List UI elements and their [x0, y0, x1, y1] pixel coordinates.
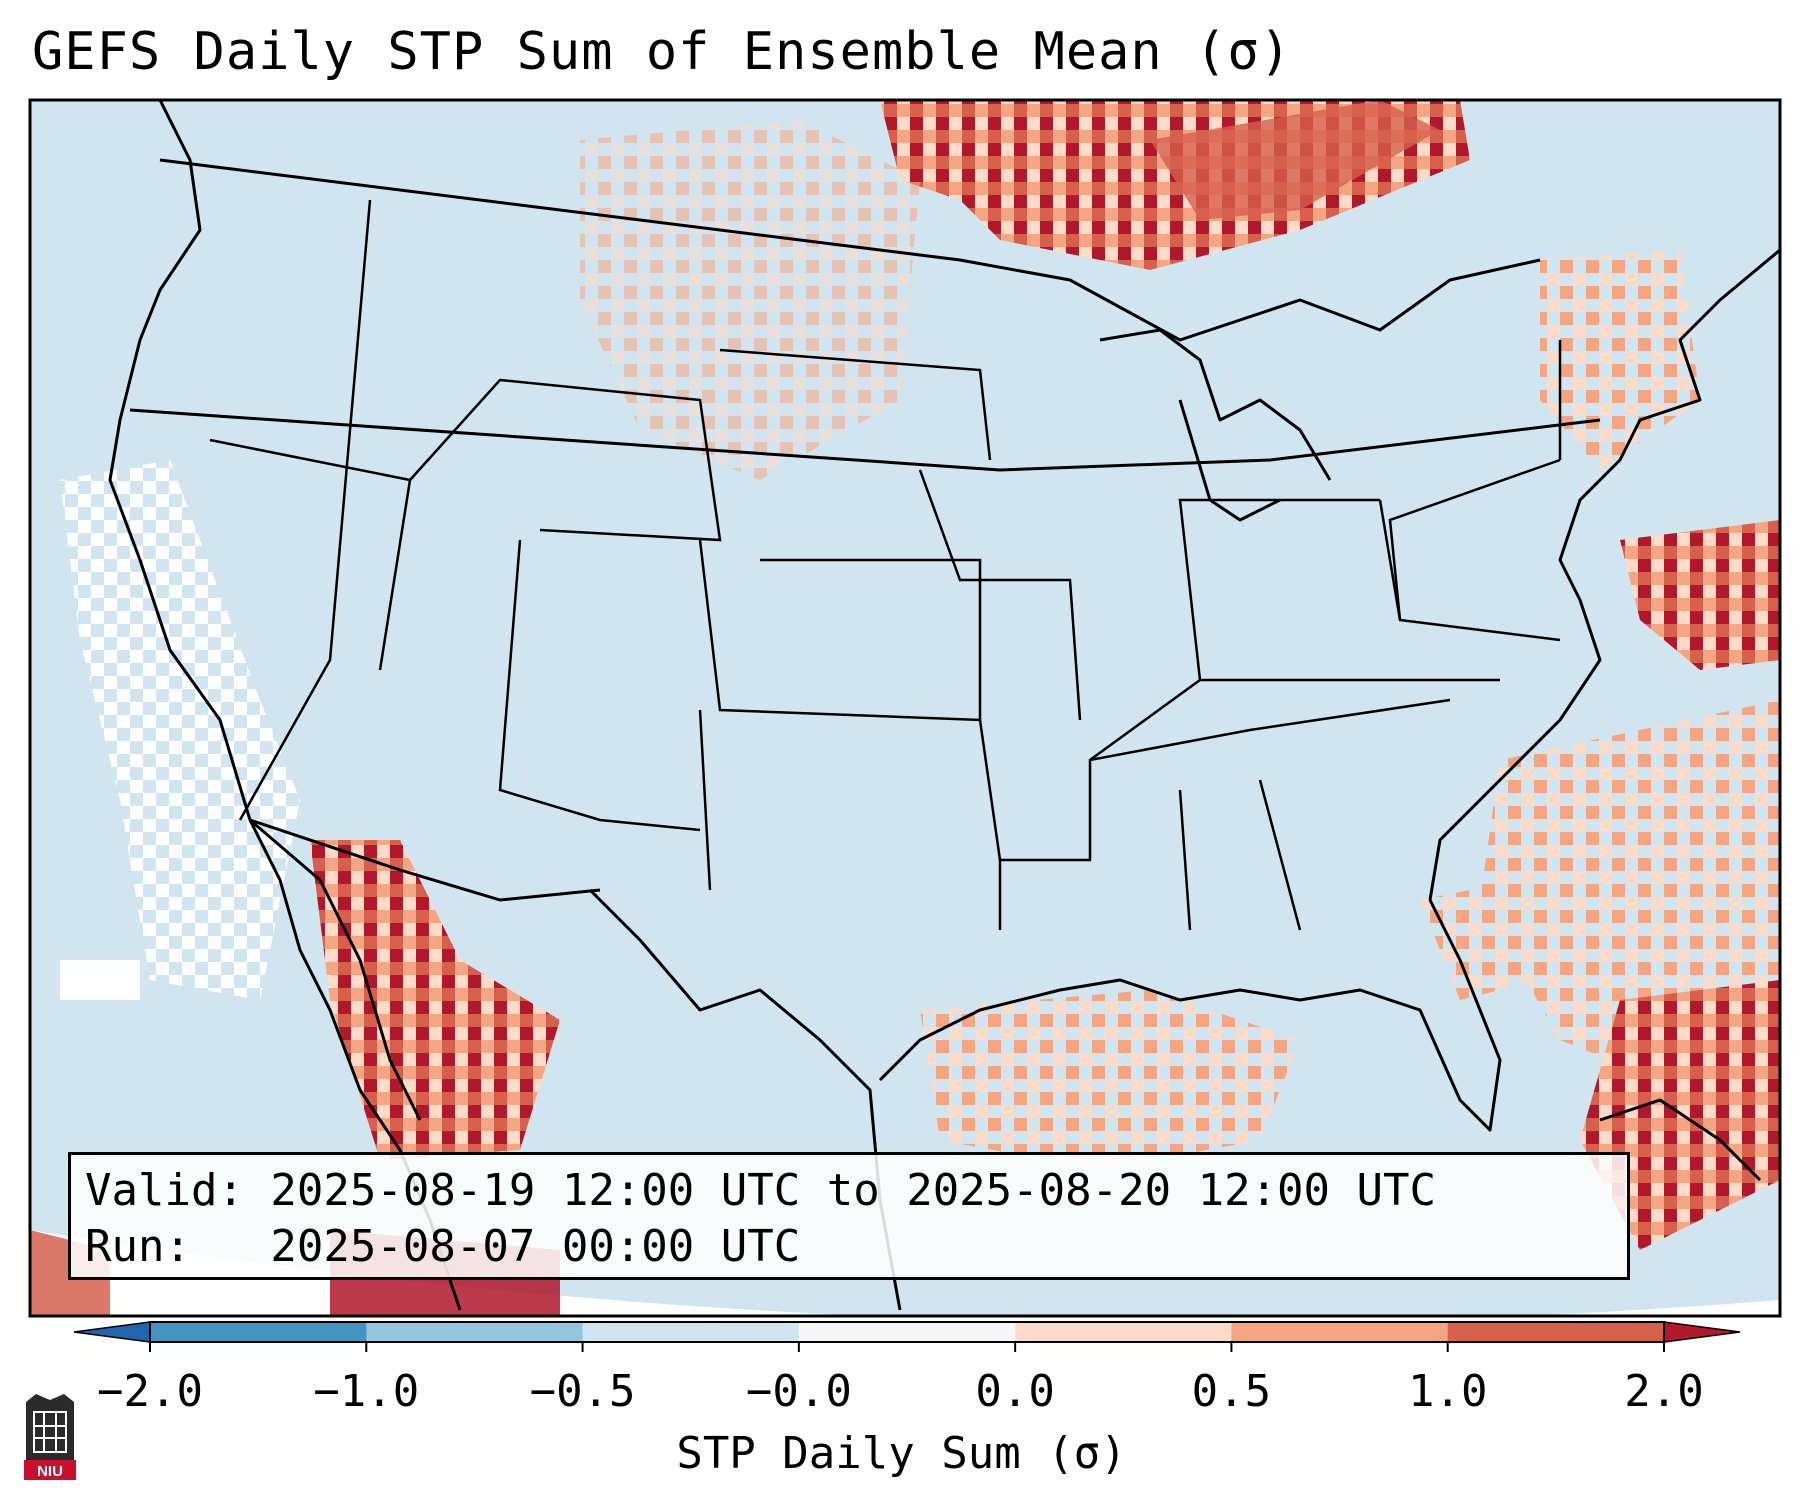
map-boundaries: [108, 100, 1780, 1311]
colorbar-tick-label: 2.0: [1624, 1366, 1704, 1417]
colorbar-bin: [1231, 1322, 1449, 1342]
colorbar-tick-label: 1.0: [1407, 1366, 1488, 1417]
colorbar-tick-label: −0.5: [529, 1366, 636, 1417]
us-mexico-border: [249, 818, 601, 902]
run-line: Run: 2025-08-07 00:00 UTC: [85, 1221, 801, 1272]
anomaly-atlantic-offshore-east: [1620, 520, 1780, 670]
gulf-of-california-coast: [249, 818, 422, 1121]
great-lakes-outline: [1099, 328, 1332, 481]
anomaly-northwest-gulf-of-mexico: [920, 990, 1300, 1170]
anomaly-florida-peninsula: [1420, 880, 1540, 1000]
colorbar-bin: [798, 1322, 1016, 1342]
chart-title: GEFS Daily STP Sum of Ensemble Mean (σ): [32, 22, 1292, 82]
cuba-outline: [1599, 1098, 1762, 1182]
anomaly-california-pacific-offshore: [60, 460, 300, 1000]
anomaly-sierra-madre-occidental: [310, 840, 560, 1160]
anomaly-northern-new-england: [1540, 250, 1700, 470]
lake-michigan: [1178, 399, 1281, 522]
anomaly-southeast-coast-atlantic: [1480, 700, 1780, 1080]
gulf-coast: [878, 899, 1502, 1132]
colorbar-tick-label: 0.5: [1191, 1366, 1272, 1417]
anomaly-northern-plains: [580, 120, 920, 480]
colorbar-overflow-triangle: [1663, 1321, 1741, 1343]
map-frame: [28, 98, 1782, 1318]
colorbar-bin: [1015, 1322, 1232, 1342]
anomaly-pacific-white-patch: [60, 960, 140, 1000]
atlantic-coastline: [1428, 248, 1780, 901]
pacific-coastline: [108, 100, 462, 1311]
validity-annotation: Valid: 2025-08-19 12:00 UTC to 2025-08-2…: [68, 1152, 1630, 1280]
valid-line: Valid: 2025-08-19 12:00 UTC to 2025-08-2…: [85, 1165, 1437, 1216]
colorbar-tick-label: −2.0: [97, 1366, 203, 1417]
colorbar-bin: [150, 1322, 367, 1342]
colorbar-label: STP Daily Sum (σ): [676, 1428, 1127, 1479]
colorbar-bin: [366, 1322, 584, 1342]
colorbar-bin: [1447, 1322, 1665, 1342]
us-canada-border: [159, 158, 1541, 342]
colorbar-tick-label: −1.0: [313, 1366, 420, 1417]
state-borders: [209, 199, 1562, 931]
canada-border-approx-south: [129, 408, 1601, 472]
niu-logo: NIU: [24, 1394, 76, 1480]
colorbar-frame: [149, 1321, 1665, 1343]
colorbar-tick-label: −0.0: [745, 1366, 852, 1417]
colorbar-tick-label: 0.0: [975, 1366, 1055, 1417]
anomaly-ontario-core: [1150, 100, 1440, 220]
data-field: [30, 100, 1780, 1316]
logo-text: NIU: [37, 1463, 63, 1480]
colorbar-underflow-triangle: [73, 1321, 151, 1343]
colorbar-bin: [582, 1322, 800, 1342]
